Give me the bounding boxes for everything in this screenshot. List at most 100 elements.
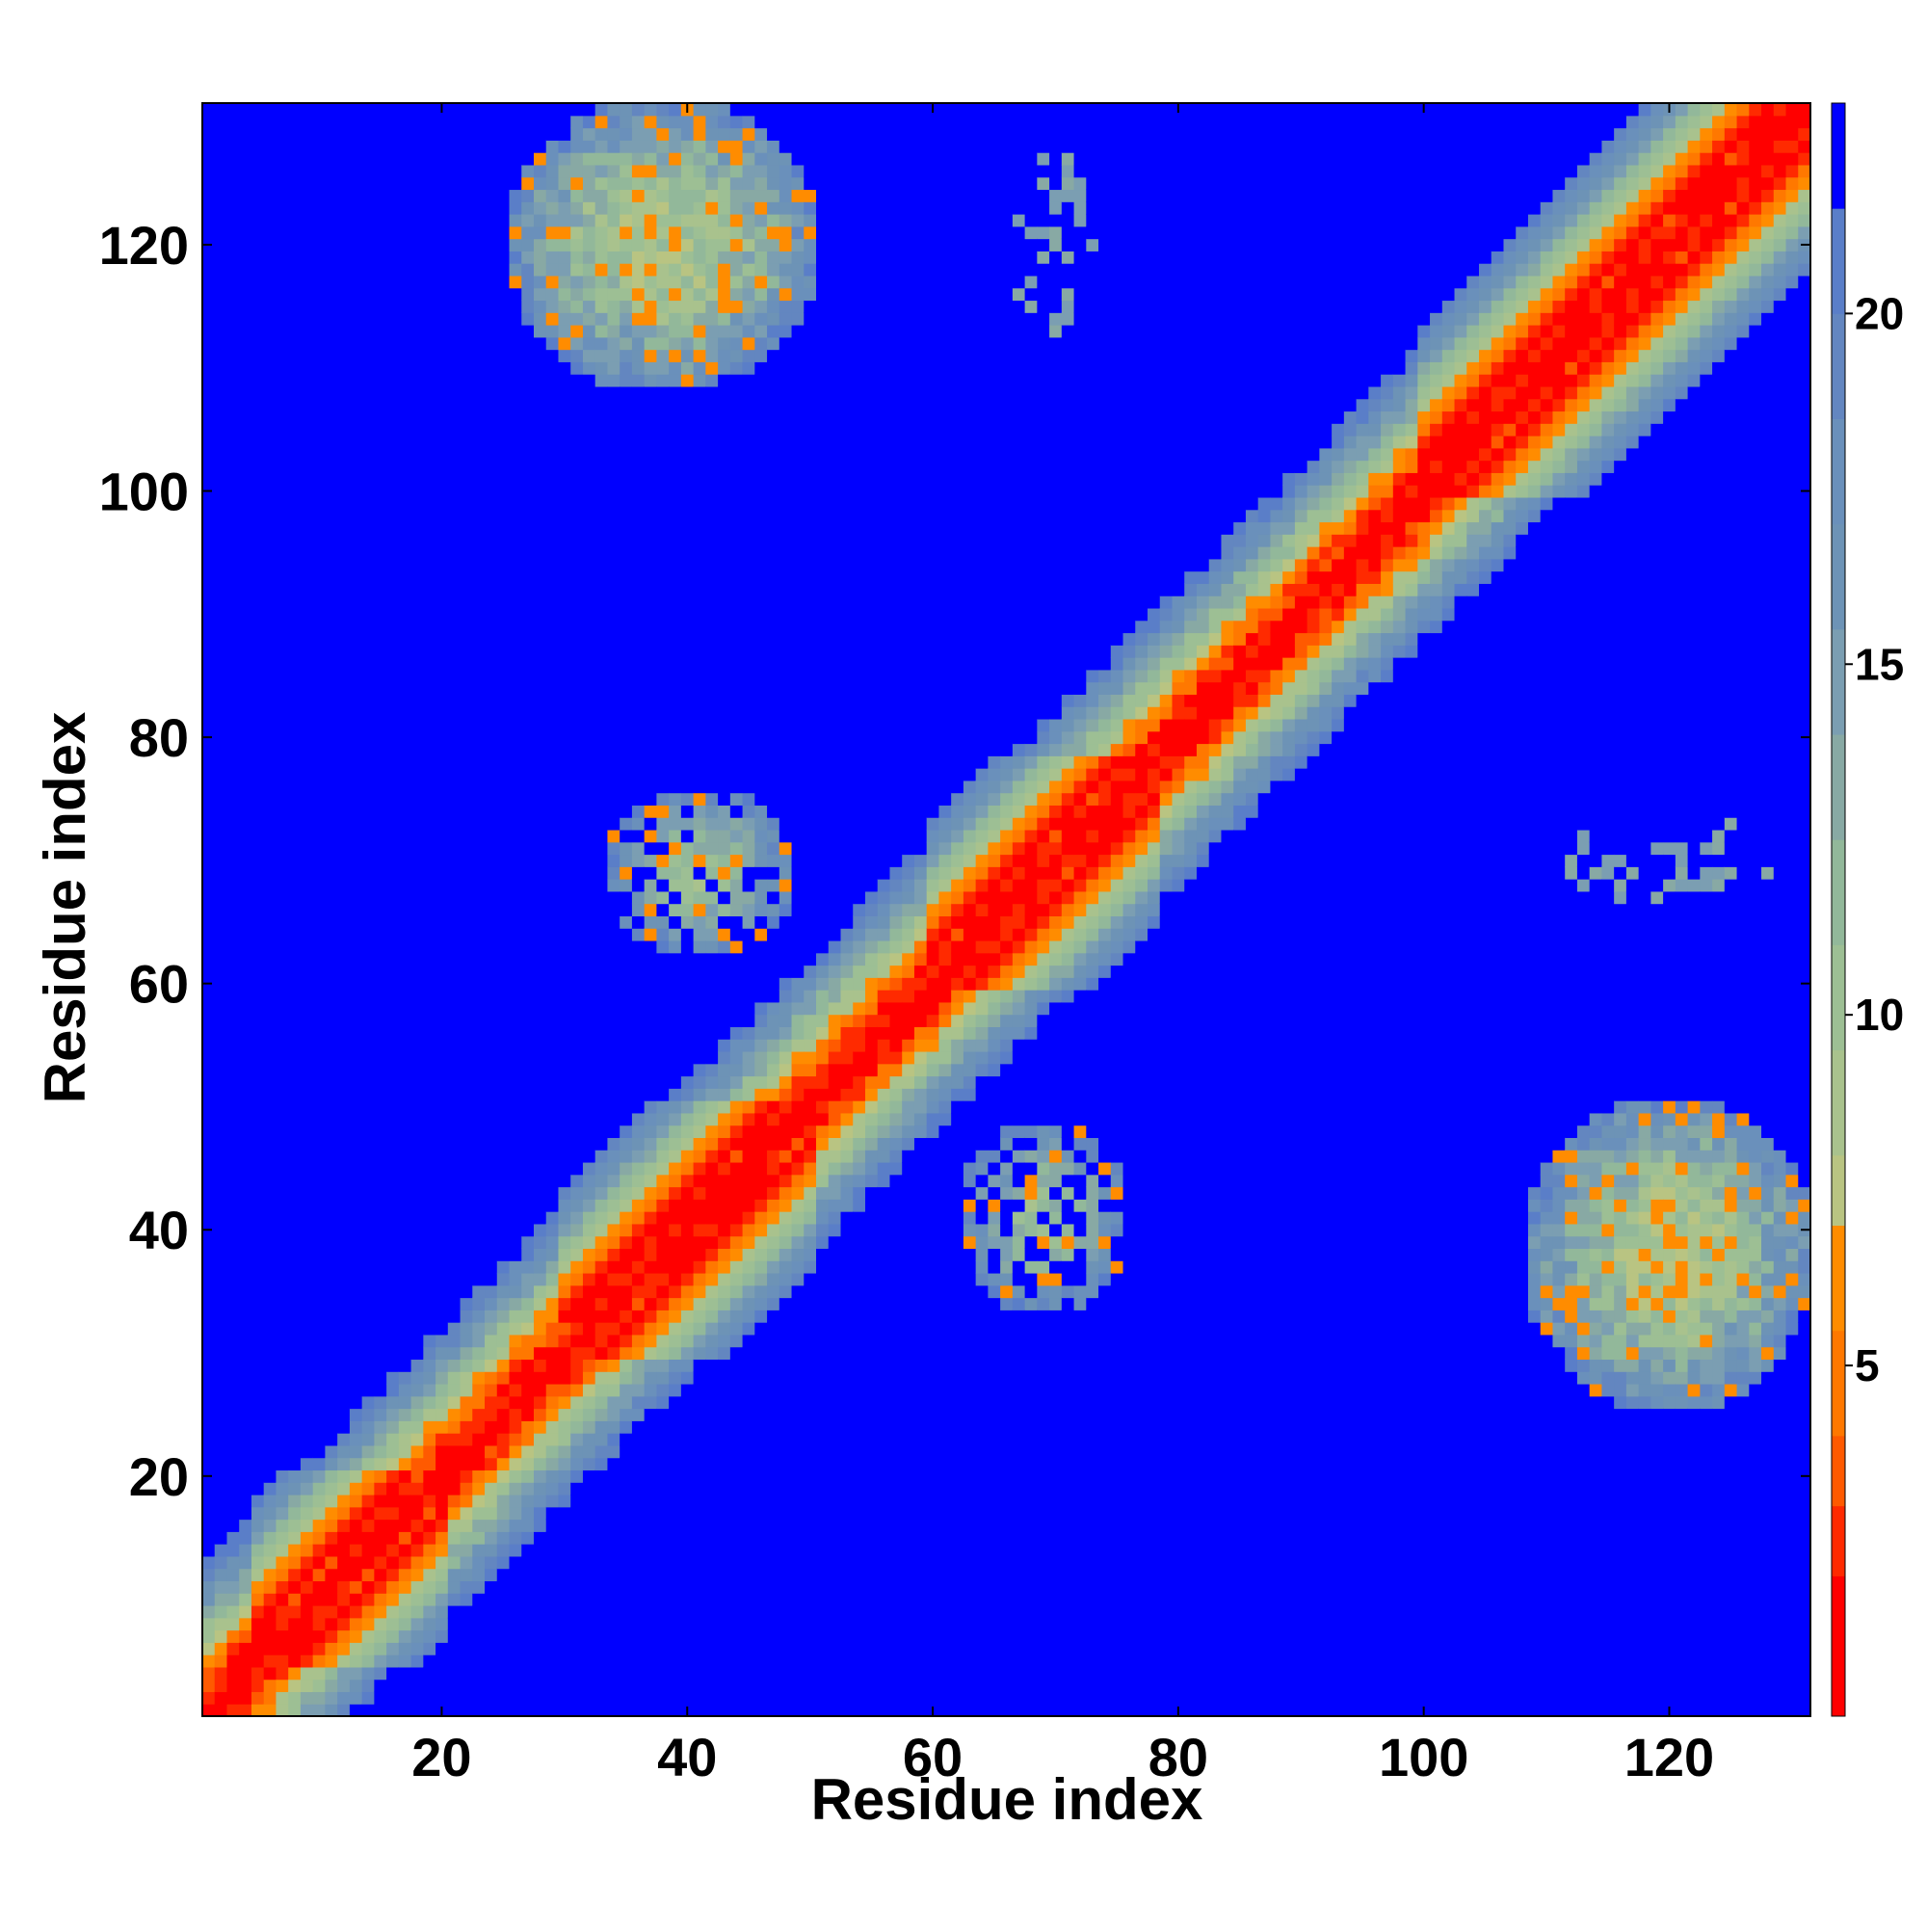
heatmap-cell — [239, 940, 251, 953]
heatmap-cell — [411, 682, 424, 695]
heatmap-cell — [264, 386, 277, 399]
heatmap-cell — [534, 966, 546, 978]
heatmap-cell — [411, 706, 424, 719]
heatmap-cell — [546, 1002, 559, 1015]
heatmap-cell — [313, 621, 326, 633]
heatmap-cell — [620, 1125, 632, 1138]
heatmap-cell — [313, 977, 326, 990]
heatmap-cell — [620, 1580, 632, 1593]
heatmap-cell — [423, 621, 436, 633]
heatmap-cell — [510, 1113, 522, 1125]
heatmap-cell — [645, 251, 657, 263]
heatmap-cell — [239, 793, 251, 806]
heatmap-cell — [583, 226, 595, 239]
heatmap-cell — [386, 583, 399, 595]
heatmap-cell — [288, 645, 301, 657]
heatmap-cell — [472, 312, 485, 325]
heatmap-cell — [276, 1248, 288, 1260]
heatmap-cell — [337, 694, 350, 706]
heatmap-cell — [521, 1236, 534, 1249]
heatmap-cell — [570, 410, 583, 423]
heatmap-cell — [226, 1520, 239, 1532]
heatmap-cell — [239, 1593, 251, 1605]
heatmap-cell — [461, 448, 473, 461]
heatmap-cell — [656, 1100, 669, 1113]
heatmap-cell — [521, 116, 534, 128]
heatmap-cell — [423, 1569, 436, 1581]
heatmap-cell — [374, 1310, 386, 1322]
heatmap-cell — [325, 571, 337, 584]
heatmap-cell — [583, 103, 595, 116]
heatmap-cell — [374, 1495, 386, 1507]
heatmap-cell — [436, 915, 448, 928]
heatmap-cell — [510, 1520, 522, 1532]
heatmap-cell — [313, 263, 326, 276]
heatmap-cell — [448, 1002, 461, 1015]
heatmap-cell — [202, 214, 215, 226]
heatmap-cell — [325, 1642, 337, 1654]
heatmap-cell — [337, 1187, 350, 1200]
heatmap-cell — [337, 1088, 350, 1100]
heatmap-cell — [497, 891, 510, 904]
heatmap-cell — [558, 817, 570, 830]
heatmap-cell — [570, 1224, 583, 1236]
heatmap-cell — [656, 595, 669, 608]
heatmap-cell — [264, 1544, 277, 1556]
heatmap-cell — [607, 1409, 620, 1421]
heatmap-cell — [485, 1420, 497, 1433]
heatmap-cell — [239, 1236, 251, 1249]
heatmap-cell — [558, 891, 570, 904]
heatmap-cell — [226, 1137, 239, 1150]
heatmap-cell — [215, 694, 227, 706]
heatmap-cell — [202, 891, 215, 904]
heatmap-cell — [436, 830, 448, 842]
heatmap-cell — [251, 312, 264, 325]
heatmap-cell — [350, 177, 362, 190]
heatmap-cell — [448, 904, 461, 916]
heatmap-cell — [337, 140, 350, 152]
heatmap-cell — [583, 1285, 595, 1298]
heatmap-cell — [374, 1458, 386, 1470]
heatmap-cell — [399, 436, 411, 448]
heatmap-cell — [485, 534, 497, 546]
heatmap-cell — [436, 152, 448, 165]
heatmap-cell — [645, 1125, 657, 1138]
heatmap-cell — [607, 1211, 620, 1224]
heatmap-cell — [374, 226, 386, 239]
heatmap-cell — [656, 1359, 669, 1371]
heatmap-cell — [620, 571, 632, 584]
heatmap-cell — [436, 399, 448, 411]
heatmap-cell — [546, 966, 559, 978]
heatmap-cell — [350, 1704, 362, 1716]
heatmap-cell — [546, 559, 559, 571]
heatmap-cell — [510, 312, 522, 325]
heatmap-cell — [264, 731, 277, 744]
heatmap-cell — [570, 361, 583, 374]
heatmap-cell — [288, 805, 301, 817]
heatmap-cell — [288, 1593, 301, 1605]
heatmap-cell — [264, 410, 277, 423]
heatmap-cell — [570, 1691, 583, 1704]
heatmap-cell — [264, 1285, 277, 1298]
heatmap-cell — [485, 350, 497, 362]
heatmap-cell — [472, 915, 485, 928]
heatmap-cell — [632, 214, 645, 226]
heatmap-cell — [423, 1396, 436, 1409]
heatmap-cell — [411, 374, 424, 386]
heatmap-cell — [374, 1371, 386, 1384]
heatmap-cell — [423, 165, 436, 177]
heatmap-cell — [386, 288, 399, 301]
heatmap-cell — [632, 1580, 645, 1593]
heatmap-cell — [226, 1580, 239, 1593]
heatmap-cell — [521, 805, 534, 817]
heatmap-cell — [583, 497, 595, 510]
heatmap-cell — [288, 214, 301, 226]
heatmap-cell — [632, 152, 645, 165]
heatmap-cell — [656, 879, 669, 891]
heatmap-cell — [399, 1322, 411, 1335]
heatmap-cell — [215, 300, 227, 312]
heatmap-cell — [202, 571, 215, 584]
heatmap-cell — [620, 497, 632, 510]
heatmap-cell — [325, 1605, 337, 1618]
heatmap-cell — [399, 1469, 411, 1482]
